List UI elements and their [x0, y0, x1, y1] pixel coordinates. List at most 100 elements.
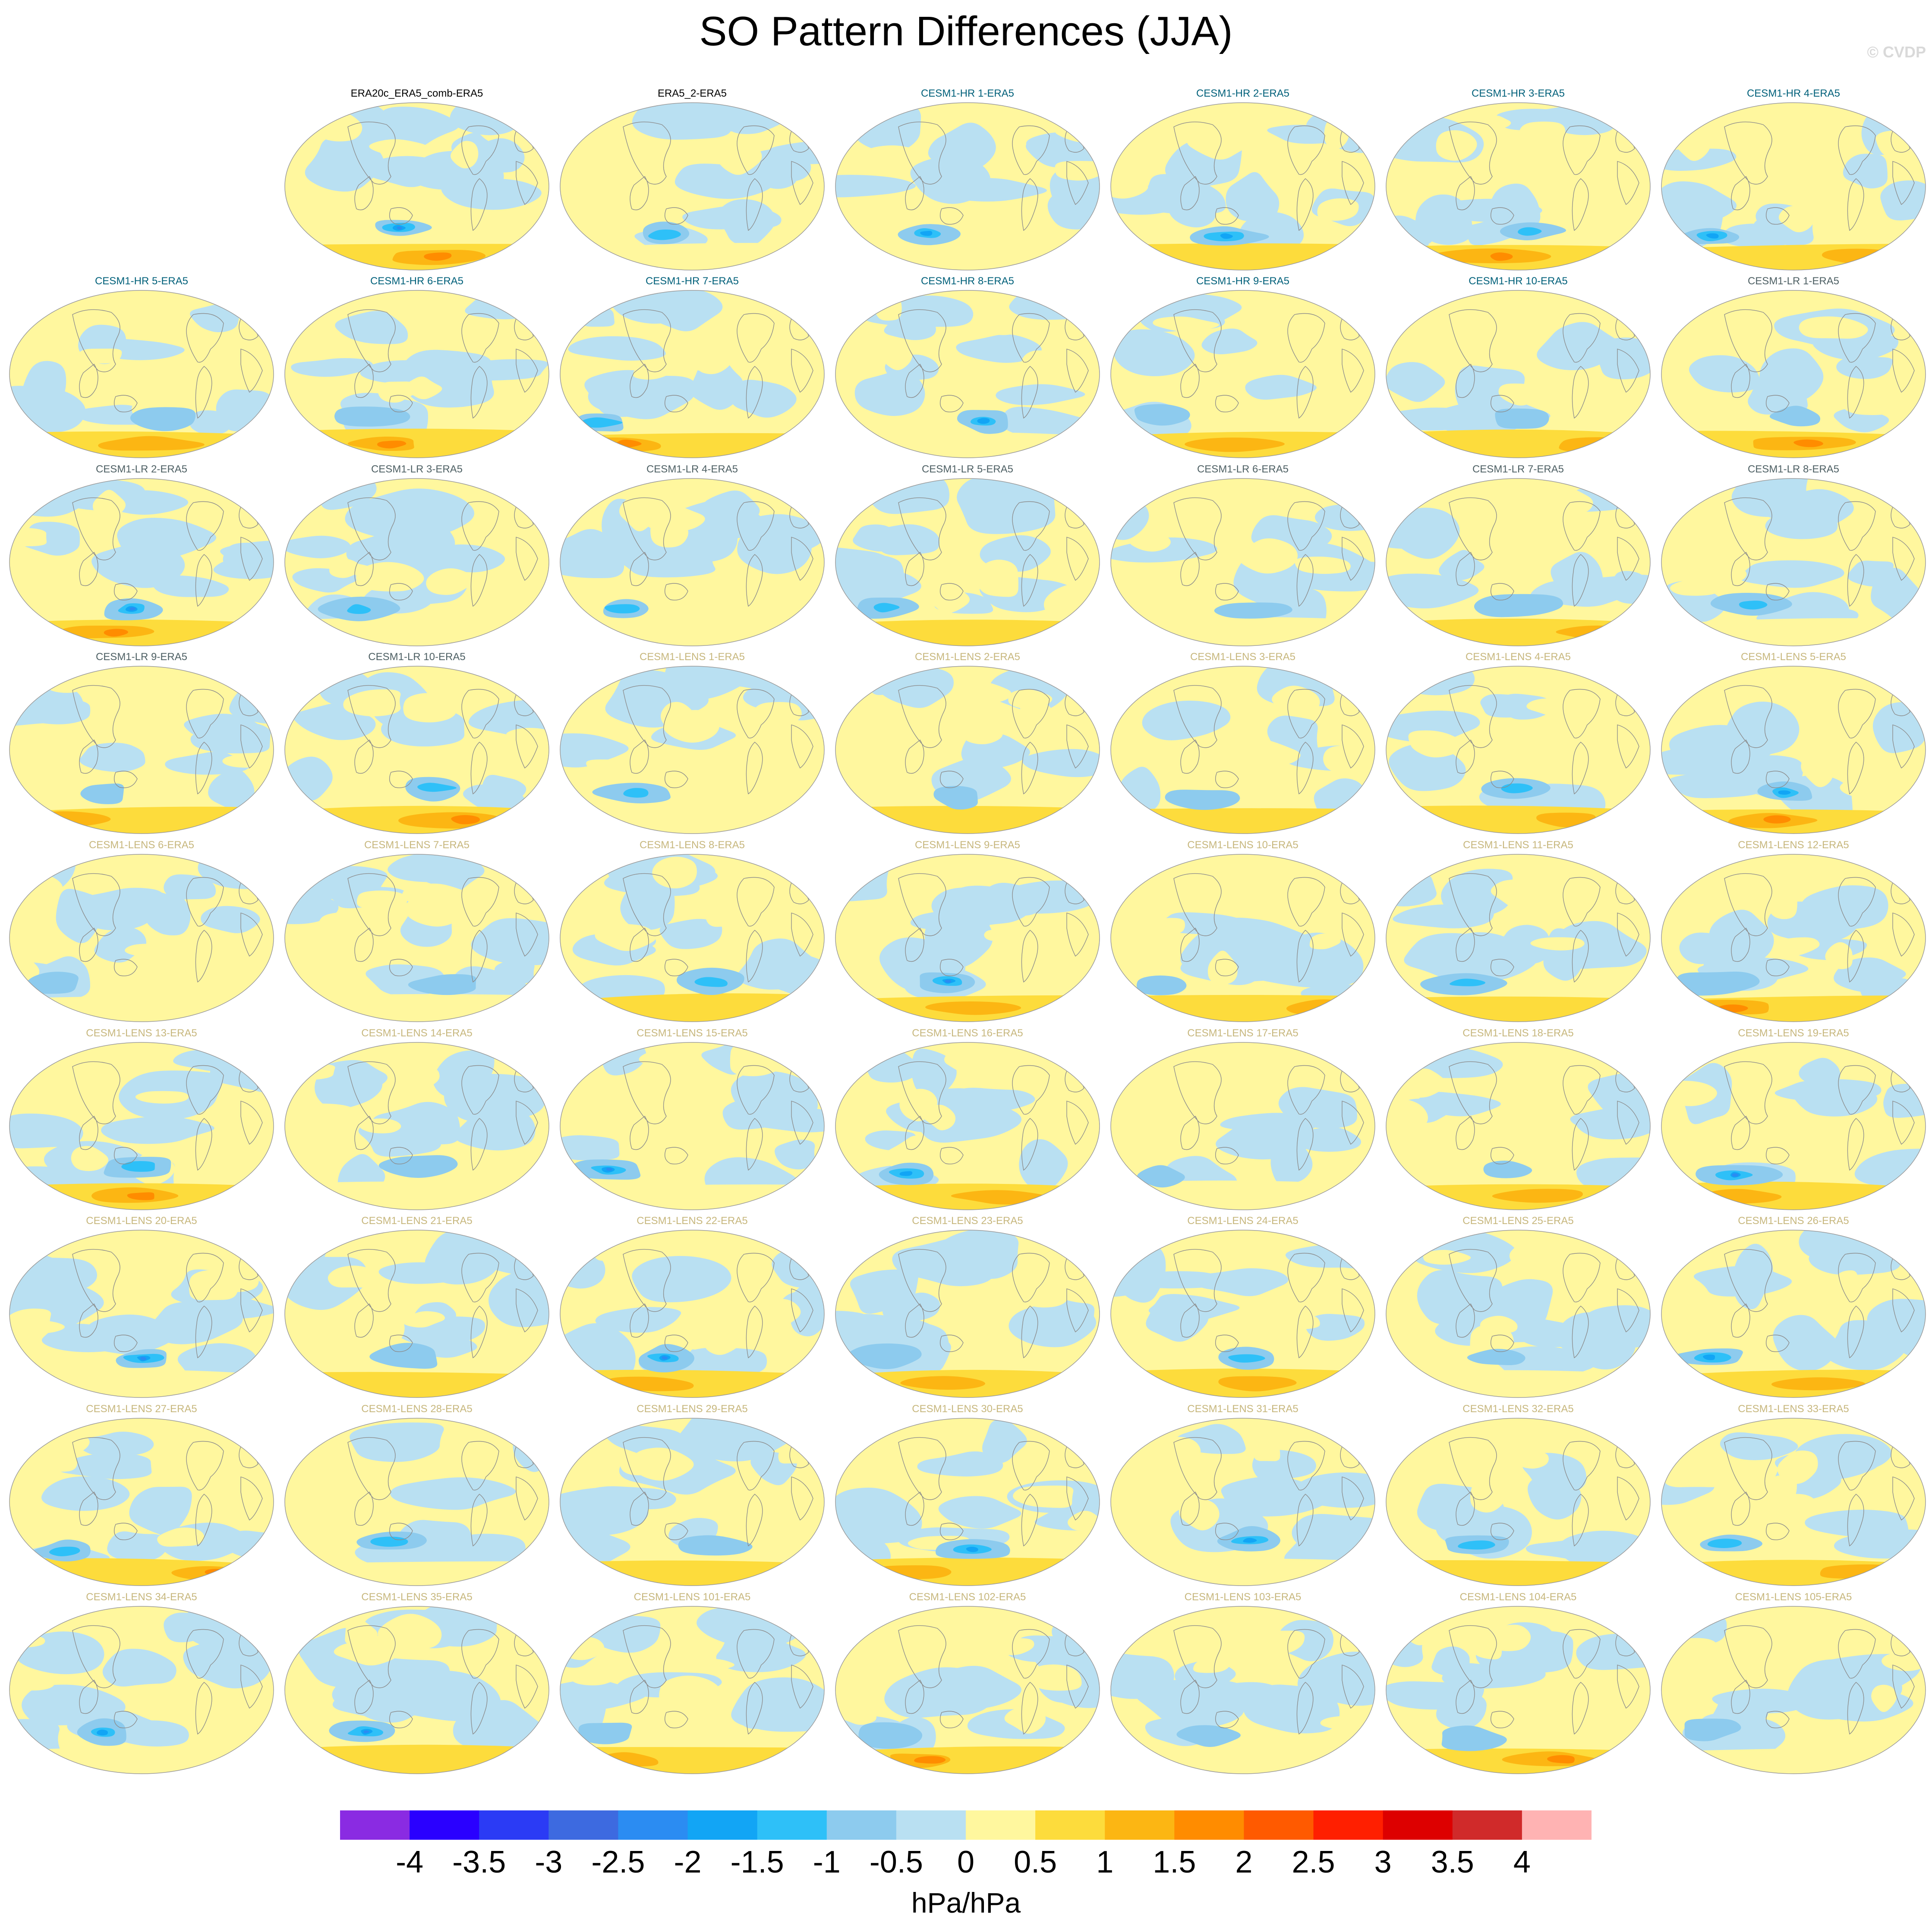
world-map [1110, 666, 1375, 834]
world-map [560, 1042, 825, 1210]
colorbar-tick-label: 4 [1513, 1845, 1531, 1879]
panel-title: CESM1-HR 4-ERA5 [1746, 88, 1841, 99]
map-panel: CESM1-LENS 5-ERA5 [1656, 650, 1931, 837]
world-map [1661, 1606, 1926, 1774]
figure-title: SO Pattern Differences (JJA) [699, 8, 1233, 54]
map-panel: CESM1-LENS 101-ERA5 [555, 1590, 829, 1777]
map-panel: CESM1-LENS 25-ERA5 [1381, 1214, 1655, 1401]
map-panel: CESM1-LENS 13-ERA5 [4, 1026, 279, 1213]
colorbar-tick-label: 2.5 [1292, 1845, 1335, 1879]
panel-title: CESM1-LENS 12-ERA5 [1738, 839, 1849, 851]
world-map [835, 1230, 1100, 1398]
panel-title: CESM1-HR 7-ERA5 [645, 275, 739, 287]
world-map [284, 1042, 549, 1210]
panel-title: CESM1-LR 2-ERA5 [95, 463, 188, 475]
map-panel: CESM1-LR 5-ERA5 [830, 462, 1105, 649]
map-panel: CESM1-LENS 2-ERA5 [830, 650, 1105, 837]
panel-title: CESM1-LR 5-ERA5 [921, 463, 1014, 475]
colorbar-box [687, 1810, 758, 1840]
world-map [1661, 1042, 1926, 1210]
world-map [1386, 854, 1651, 1022]
panel-title: CESM1-LENS 101-ERA5 [633, 1591, 751, 1603]
colorbar-box [1105, 1810, 1175, 1840]
world-map [560, 1230, 825, 1398]
colorbar-box [1174, 1810, 1245, 1840]
panel-title: CESM1-HR 3-ERA5 [1471, 88, 1565, 99]
panel-title: CESM1-LENS 17-ERA5 [1187, 1027, 1299, 1039]
map-panel: CESM1-LENS 19-ERA5 [1656, 1026, 1931, 1213]
map-panel: CESM1-LENS 32-ERA5 [1381, 1402, 1655, 1589]
panel-title: CESM1-LENS 11-ERA5 [1463, 839, 1573, 851]
map-panel: CESM1-LENS 3-ERA5 [1106, 650, 1380, 837]
panel-title: CESM1-LENS 33-ERA5 [1738, 1403, 1849, 1415]
map-panel: CESM1-LENS 18-ERA5 [1381, 1026, 1655, 1213]
panel-title: CESM1-LENS 6-ERA5 [88, 839, 195, 851]
colorbar-tick-label: -3 [535, 1845, 563, 1879]
colorbar-tick-label: 2 [1235, 1845, 1253, 1879]
map-panel: CESM1-HR 5-ERA5 [4, 274, 279, 461]
world-map [1110, 290, 1375, 458]
world-map [284, 102, 549, 271]
world-map [1386, 102, 1651, 271]
colorbar-box [1522, 1810, 1592, 1840]
map-panel: CESM1-LENS 1-ERA5 [555, 650, 829, 837]
world-map [284, 1230, 549, 1398]
colorbar-box [1313, 1810, 1384, 1840]
panel-title: CESM1-LENS 1-ERA5 [639, 651, 745, 663]
panel-title: CESM1-LR 10-ERA5 [368, 651, 466, 663]
world-map [284, 478, 549, 646]
world-map [284, 1418, 549, 1586]
world-map [1386, 1230, 1651, 1398]
panel-title: CESM1-LR 1-ERA5 [1747, 275, 1840, 287]
world-map [835, 1042, 1100, 1210]
panel-title: CESM1-LENS 20-ERA5 [86, 1215, 197, 1227]
colorbar-box [479, 1810, 549, 1840]
world-map [1661, 666, 1926, 834]
panel-title: CESM1-LENS 102-ERA5 [909, 1591, 1026, 1603]
colorbar-tick-label: 0 [957, 1845, 975, 1879]
panel-title: CESM1-LENS 9-ERA5 [914, 839, 1021, 851]
panel-title: CESM1-LENS 25-ERA5 [1462, 1215, 1574, 1227]
colorbar-box [1383, 1810, 1453, 1840]
map-panel: CESM1-LENS 15-ERA5 [555, 1026, 829, 1213]
colorbar-tick-label: 1.5 [1153, 1845, 1196, 1879]
panel-title: CESM1-LENS 2-ERA5 [914, 651, 1021, 663]
panel-title: CESM1-LENS 5-ERA5 [1740, 651, 1847, 663]
panel-title: CESM1-HR 10-ERA5 [1469, 275, 1568, 287]
world-map [284, 854, 549, 1022]
panel-title: CESM1-LENS 19-ERA5 [1738, 1027, 1849, 1039]
world-map [1661, 1418, 1926, 1586]
panel-title: CESM1-LENS 18-ERA5 [1462, 1027, 1574, 1039]
panel-title: CESM1-LENS 103-ERA5 [1184, 1591, 1302, 1603]
map-panel: CESM1-LENS 4-ERA5 [1381, 650, 1655, 837]
colorbar-tick-label: -2.5 [591, 1845, 645, 1879]
map-panel: CESM1-LENS 11-ERA5 [1381, 838, 1655, 1025]
map-panel: CESM1-HR 6-ERA5 [280, 274, 554, 461]
panel-title: CESM1-LENS 104-ERA5 [1459, 1591, 1577, 1603]
colorbar-tick-label: -3.5 [452, 1845, 506, 1879]
colorbar-tick-label: -1 [813, 1845, 841, 1879]
colorbar-box [896, 1810, 966, 1840]
panel-title: CESM1-LENS 22-ERA5 [637, 1215, 748, 1227]
world-map [1661, 478, 1926, 646]
world-map [1386, 1606, 1651, 1774]
colorbar-tick-label: -2 [674, 1845, 702, 1879]
world-map [1110, 478, 1375, 646]
panel-title: CESM1-HR 8-ERA5 [920, 275, 1015, 287]
panel-title: CESM1-HR 5-ERA5 [95, 275, 189, 287]
world-map [1110, 1418, 1375, 1586]
map-panel: CESM1-HR 8-ERA5 [830, 274, 1105, 461]
colorbar-box [1452, 1810, 1522, 1840]
map-panel: CESM1-LENS 23-ERA5 [830, 1214, 1105, 1401]
world-map [284, 1606, 549, 1774]
map-panel: CESM1-LENS 8-ERA5 [555, 838, 829, 1025]
colorbar-box [1035, 1810, 1105, 1840]
map-panel: CESM1-HR 3-ERA5 [1381, 86, 1655, 274]
colorbar-box [340, 1810, 410, 1840]
panel-title: CESM1-LENS 30-ERA5 [912, 1403, 1023, 1415]
colorbar-tick-label: -1.5 [730, 1845, 784, 1879]
map-panel: CESM1-HR 10-ERA5 [1381, 274, 1655, 461]
world-map [9, 666, 274, 834]
panel-title: CESM1-LENS 3-ERA5 [1190, 651, 1296, 663]
world-map [1386, 290, 1651, 458]
